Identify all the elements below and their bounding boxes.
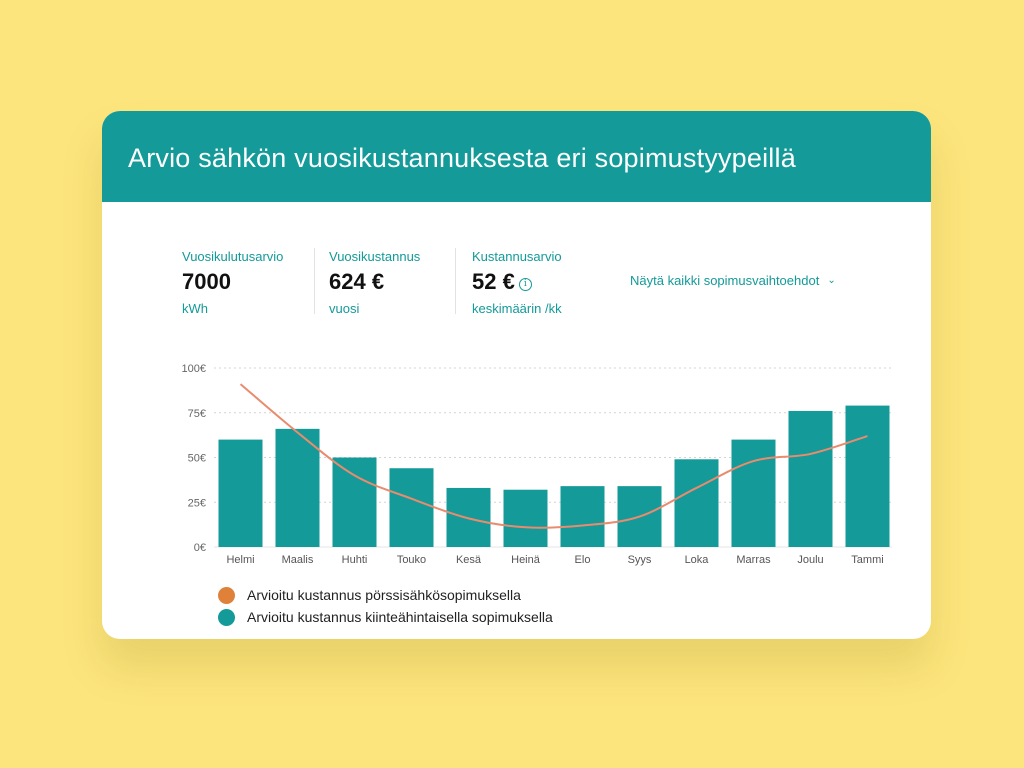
bar [731,439,776,547]
stat-unit: kWh [182,301,208,316]
y-tick-label: 25€ [188,497,206,509]
bar [218,439,263,547]
bar [674,459,719,547]
bar [845,405,890,547]
y-axis-ticks: 0€ 25€ 50€ 75€ 100€ [182,363,206,554]
monthly-cost-chart: 0€ 25€ 50€ 75€ 100€ Helmi Maalis Huhti Touko Kes… [182,363,892,566]
legend-dot [218,608,235,626]
bar [389,468,434,547]
x-tick-label: Marras [736,554,771,566]
annual-cost-stat: Vuosikustannus 624 € vuosi [329,249,420,316]
stat-value: 52 € i [472,269,562,295]
card-title: Arvio sähkön vuosikustannuksesta eri sop… [128,143,796,173]
bar [788,410,833,547]
x-tick-label: Syys [628,554,652,566]
bar [275,428,320,547]
monthly-cost-stat: Kustannusarvio 52 € i keskimäärin /kk [472,249,562,316]
legend-dot [218,586,235,604]
x-tick-label: Huhti [342,554,368,566]
x-tick-label: Touko [397,554,426,566]
stat-value: 624 € [329,269,385,294]
stat-unit: keskimäärin /kk [472,301,562,316]
x-tick-label: Elo [575,554,591,566]
legend-label: Arvioitu kustannus pörssisähkösopimuksel… [247,587,521,603]
bar [503,489,548,547]
fixed-price-bars [218,405,890,547]
y-tick-label: 50€ [188,453,206,465]
legend-label: Arvioitu kustannus kiinteähintaisella so… [247,609,553,625]
show-all-label: Näytä kaikki sopimusvaihtoehdot [630,273,820,288]
bar [560,486,605,547]
x-tick-label: Heinä [511,554,541,566]
stat-value: 7000 [182,269,231,294]
y-tick-label: 75€ [188,408,206,420]
x-tick-label: Tammi [851,554,883,566]
chevron-down-icon: ⌄ [827,275,836,286]
x-tick-label: Loka [685,554,710,566]
stat-label: Vuosikulutusarvio [182,249,284,264]
stat-label: Kustannusarvio [472,249,562,264]
legend-item: Arvioitu kustannus kiinteähintaisella so… [218,606,553,628]
legend-item: Arvioitu kustannus pörssisähkösopimuksel… [218,584,553,606]
cost-estimate-card: Arvio sähkön vuosikustannuksesta eri sop… [102,111,931,639]
spot-price-line [239,383,868,529]
info-icon[interactable]: i [518,278,532,291]
x-tick-label: Kesä [456,554,482,566]
x-axis-ticks: Helmi Maalis Huhti Touko Kesä Heinä Elo Syys Lok… [226,554,883,566]
y-tick-label: 0€ [194,542,206,554]
stat-label: Vuosikustannus [329,249,421,264]
chart-legend: Arvioitu kustannus pörssisähkösopimuksel… [218,584,553,628]
bar [332,457,377,547]
y-tick-label: 100€ [182,363,206,375]
x-tick-label: Helmi [226,554,254,566]
stat-value-text: 52 € [472,269,515,294]
x-tick-label: Joulu [797,554,823,566]
stat-divider [455,248,456,314]
show-all-contracts-link[interactable]: Näytä kaikki sopimusvaihtoehdot ⌄ [630,273,836,288]
series-line [239,383,868,529]
stat-unit: vuosi [329,301,360,316]
card-header: Arvio sähkön vuosikustannuksesta eri sop… [102,111,931,202]
x-tick-label: Maalis [282,554,314,566]
stat-divider [314,248,315,314]
annual-consumption-stat: Vuosikulutusarvio 7000 kWh [182,249,283,316]
